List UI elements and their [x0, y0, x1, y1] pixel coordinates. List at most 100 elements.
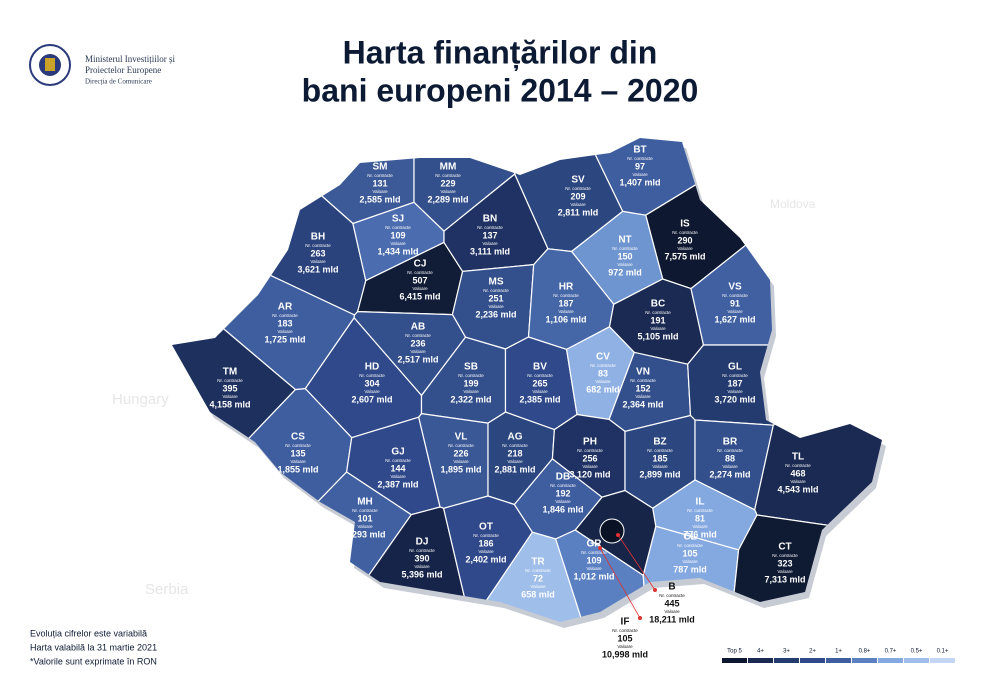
contracts-label: Nr. contracte	[435, 173, 461, 178]
contracts-value: 390	[414, 553, 429, 563]
county-code: GJ	[391, 447, 404, 458]
contracts-label: Nr. contracte	[785, 463, 811, 468]
county-code: DB	[556, 472, 570, 483]
funding-value: 2,607 mld	[351, 394, 392, 404]
funding-value: 2,322 mld	[450, 394, 491, 404]
county-code: TM	[223, 367, 237, 378]
county-code: VS	[728, 282, 742, 293]
county-code: SV	[571, 175, 585, 186]
funding-value: 1,725 mld	[264, 334, 305, 344]
value-label: Valoare	[682, 559, 698, 564]
note: Evoluția cifrelor este variabilă	[30, 628, 147, 638]
leader-dot	[616, 533, 620, 537]
county-code: VL	[455, 432, 468, 443]
county-code: B	[668, 582, 675, 593]
value-label: Valoare	[453, 459, 469, 464]
contracts-label: Nr. contracte	[722, 373, 748, 378]
county-code: DJ	[416, 537, 429, 548]
contracts-value: 137	[482, 230, 497, 240]
funding-value: 682 mld	[586, 384, 620, 394]
county-code: HD	[365, 362, 379, 373]
contracts-value: 290	[677, 235, 692, 245]
contracts-label: Nr. contracte	[477, 225, 503, 230]
value-label: Valoare	[727, 389, 743, 394]
funding-value: 3,621 mld	[297, 264, 338, 274]
contracts-label: Nr. contracte	[627, 156, 653, 161]
title: Harta finanțărilor din	[343, 34, 658, 70]
value-label: Valoare	[310, 259, 326, 264]
contracts-value: 256	[582, 453, 597, 463]
contracts-value: 218	[507, 448, 522, 458]
funding-value: 2,387 mld	[377, 479, 418, 489]
funding-value: 3,720 mld	[714, 394, 755, 404]
funding-value: 4,158 mld	[209, 399, 250, 409]
county-bucuresti	[599, 518, 625, 544]
contracts-label: Nr. contracte	[553, 293, 579, 298]
contracts-label: Nr. contracte	[772, 553, 798, 558]
funding-value: 3,120 mld	[569, 469, 610, 479]
contracts-value: 263	[310, 248, 325, 258]
contracts-value: 395	[222, 383, 237, 393]
funding-value: 2,517 mld	[397, 354, 438, 364]
county-code: GL	[728, 362, 742, 373]
legend-label: Top 5	[727, 649, 742, 655]
contracts-value: 236	[410, 338, 425, 348]
funding-value: 1,627 mld	[714, 314, 755, 324]
contracts-label: Nr. contracte	[458, 373, 484, 378]
value-label: Valoare	[586, 566, 602, 571]
county-code: AG	[508, 432, 523, 443]
contracts-value: 144	[390, 463, 405, 473]
funding-value: 2,289 mld	[427, 194, 468, 204]
contracts-label: Nr. contracte	[565, 186, 591, 191]
ministry-name: Proiectelor Europene	[85, 65, 161, 75]
funding-value: 2,899 mld	[639, 469, 680, 479]
county-code: TR	[531, 557, 545, 568]
value-label: Valoare	[478, 549, 494, 554]
value-label: Valoare	[777, 569, 793, 574]
funding-value: 3,111 mld	[470, 246, 510, 256]
value-label: Valoare	[677, 246, 693, 251]
neighbor-label: Serbia	[145, 581, 189, 598]
contracts-label: Nr. contracte	[612, 246, 638, 251]
contracts-value: 88	[725, 453, 735, 463]
logo	[29, 44, 71, 86]
contracts-label: Nr. contracte	[407, 270, 433, 275]
value-label: Valoare	[570, 202, 586, 207]
funding-value: 5,396 mld	[401, 569, 442, 579]
legend-label: 0.1+	[937, 649, 949, 655]
contracts-value: 304	[364, 378, 379, 388]
leader-line	[617, 534, 656, 591]
contracts-value: 468	[790, 468, 805, 478]
contracts-value: 91	[730, 298, 740, 308]
legend-label: 2+	[809, 649, 816, 655]
funding-value: 1,407 mld	[619, 177, 660, 187]
funding-value: 18,211 mld	[649, 614, 695, 624]
contracts-value: 83	[598, 368, 608, 378]
county-code: IL	[696, 497, 705, 508]
contracts-value: 209	[570, 191, 585, 201]
funding-value: 4,543 mld	[777, 484, 818, 494]
funding-value: 787 mld	[673, 564, 707, 574]
funding-value: 5,105 mld	[637, 331, 678, 341]
contracts-value: 229	[440, 178, 455, 188]
funding-value: 1,106 mld	[545, 314, 586, 324]
county-code: NT	[618, 235, 631, 246]
funding-value: 2,402 mld	[465, 554, 506, 564]
county-code: OT	[479, 522, 493, 533]
county-code: IF	[621, 617, 630, 628]
value-label: Valoare	[507, 459, 523, 464]
ministry-name: Ministerul Investițiilor și	[85, 54, 175, 64]
funding-value: 2,274 mld	[709, 469, 750, 479]
funding-value: 2,585 mld	[359, 194, 400, 204]
county-code: AB	[411, 322, 425, 333]
value-label: Valoare	[222, 394, 238, 399]
value-label: Valoare	[790, 479, 806, 484]
legend-swatch	[826, 658, 851, 663]
value-label: Valoare	[463, 389, 479, 394]
county-code: VN	[636, 367, 650, 378]
county	[645, 138, 882, 290]
funding-value: 972 mld	[608, 267, 642, 277]
value-label: Valoare	[390, 241, 406, 246]
